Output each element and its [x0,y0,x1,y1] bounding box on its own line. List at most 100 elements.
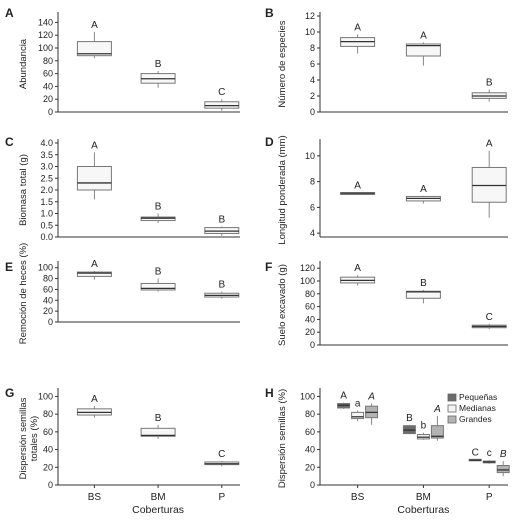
panel-h: H 0 20 40 60 80 100 Dispersión semillas (%) A B Ca… [265,386,510,516]
y-tick-label: 0 [48,317,53,327]
y-axis-label: Remoción de heces (%) [18,243,29,344]
y-axis-label: totales (%) [29,416,40,461]
panel-label: G [5,386,14,400]
significance-letter: A [91,259,98,270]
y-tick-label: 120 [300,263,315,273]
box-bm-1: b [416,421,430,440]
box-p-0: C [468,447,482,462]
x-axis-label: Coberturas [132,504,184,516]
y-axis-label: Longitud ponderada (mm) [277,135,288,244]
box-bs: A [76,394,112,418]
y-tick-label: 2 [310,91,315,101]
y-tick-label: 60 [305,302,315,312]
legend-label: Medianas [459,403,496,413]
y-tick-label: 120 [38,30,53,40]
y-tick-label: 60 [305,427,315,437]
y-tick-label: 0.0 [40,232,53,242]
box-iqr [405,43,441,57]
y-tick-label: 12 [305,11,315,21]
box-iqr [496,465,510,474]
y-tick-label: 4 [310,228,315,238]
box-p: C [204,449,240,467]
y-tick-label: 4.0 [40,138,53,148]
y-axis-label: Abundancia [18,38,29,89]
y-tick-label: 140 [38,17,53,27]
y-axis-label: Dispersión semillas [18,397,29,479]
box-bm: B [140,59,176,88]
panel-c: C 0.0 0.51.0 1.5 2.0 2.53.0 3.5 4.0 Biomasa tota… [5,135,240,242]
legend-label: Grandes [459,414,492,424]
panel-g: G 0 20 40 60 80 100 Dispersión semillas totales … [5,386,240,516]
y-tick-label: 0 [310,480,315,490]
y-tick-label: 10 [305,27,315,37]
legend-label: Pequeñas [459,392,497,402]
significance-letter: B [155,59,162,70]
y-tick-label: 100 [300,391,315,401]
significance-letter: A [340,391,347,402]
y-tick-label: 1.0 [40,209,53,219]
y-tick-label: 20 [305,462,315,472]
significance-letter: B [218,214,225,225]
legend-swatch [447,393,457,402]
x-tick-label: BS [88,492,102,503]
y-axis-label: Suelo excavado (g) [277,264,288,346]
y-tick-label: 60 [43,427,53,437]
significance-letter: a [355,399,361,410]
significance-letter: B [155,267,162,278]
significance-letter: C [218,449,225,460]
y-tick-label: 0 [310,107,315,117]
y-tick-label: 100 [38,263,53,273]
box-p: C [471,312,507,329]
panel-a: A 0 20 40 60 80 100 120 140 Abundancia A B C [5,6,240,117]
significance-letter: B [500,449,507,460]
significance-letter: A [354,22,361,33]
y-axis-label: Dispersión semillas (%) [277,389,288,488]
box-bm-2: A [430,404,444,441]
significance-letter: c [487,448,492,459]
box-bm: A [405,184,441,204]
y-tick-label: 4 [310,75,315,85]
x-tick-label: BM [151,492,166,503]
x-tick-label: BM [416,492,431,503]
y-tick-label: 100 [38,43,53,53]
y-tick-label: 40 [305,445,315,455]
y-tick-label: 2.0 [40,185,53,195]
x-tick-label: BS [351,492,365,503]
box-bm-0: B [402,413,416,435]
box-p: B [471,78,507,102]
y-axis-label: Número de especies [277,20,288,107]
box-p-1: c [482,448,496,464]
y-tick-label: 40 [43,445,53,455]
panel-label: E [5,260,13,274]
box-bs: A [76,140,112,200]
significance-letter: B [486,78,493,89]
significance-letter: B [420,278,427,289]
y-tick-label: 0.5 [40,220,53,230]
y-tick-label: 40 [305,314,315,324]
panel-label: H [265,386,274,400]
y-tick-label: 40 [43,295,53,305]
y-tick-label: 8 [310,177,315,187]
box-iqr [351,411,365,420]
box-bs: A [76,20,112,59]
y-tick-label: 0 [310,340,315,350]
significance-letter: A [91,140,98,151]
box-bs: A [340,181,376,196]
box-p-2: B [496,449,510,477]
significance-letter: A [354,263,361,274]
box-bs-1: a [351,399,365,422]
box-iqr [76,166,112,191]
box-bs: A [76,259,112,280]
significance-letter: A [367,392,375,403]
significance-letter: A [433,404,441,415]
box-bm: B [405,278,441,304]
x-tick-label: P [486,492,493,503]
significance-letter: C [218,87,225,98]
box-bs-0: A [337,391,351,409]
significance-letter: A [420,184,427,195]
box-bs-2: A [365,392,379,425]
significance-letter: A [486,139,493,150]
significance-letter: A [354,181,361,192]
box-bm: B [140,413,176,439]
